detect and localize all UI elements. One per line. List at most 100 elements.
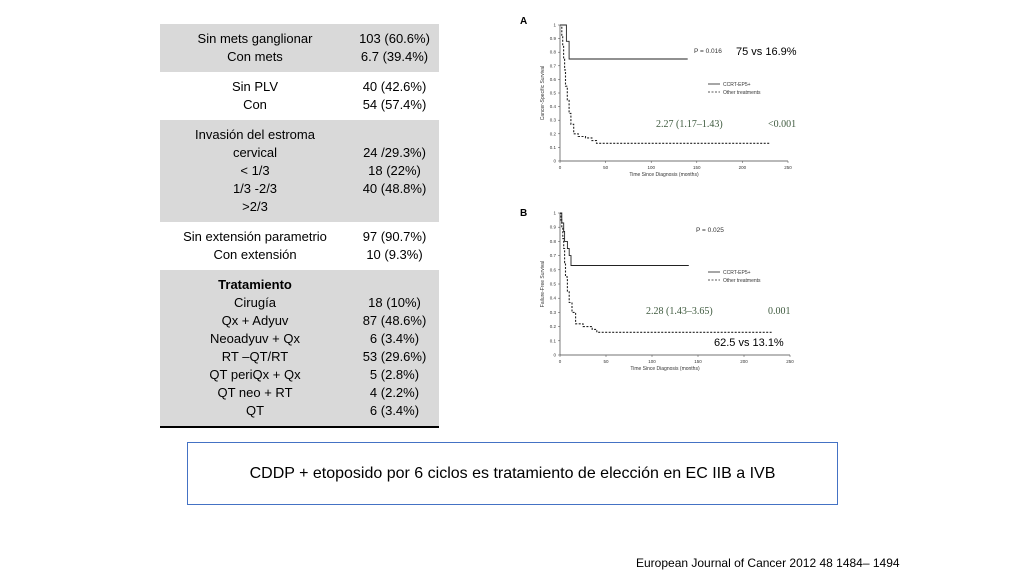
row-label: RT –QT/RT [221,349,289,364]
row-value: 87 (48.6%) [362,313,427,328]
row-value: 103 (60.6%) [359,31,430,46]
row-label: Cirugía [234,295,276,310]
p-value: P = 0.016 [694,48,722,55]
y-tick-label: 0.4 [550,104,557,109]
y-tick-label: 0.7 [550,253,557,258]
table-row: Sin extensión parametrio Con extensión 97 … [160,222,439,270]
row-value: 18 (10%) [368,295,421,310]
table-row: Tratamiento Cirugía Qx + Adyuv Neoadyuv + Q… [160,270,439,426]
chart-b-annotation: 62.5 vs 13.1% [712,337,786,349]
table-row: Sin PLV Con 40 (42.6%) 54 (57.4%) [160,72,439,120]
p-value: P = 0.025 [696,227,724,234]
table-row: Sin mets ganglionar Con mets 103 (60.6%) 6.… [160,24,439,72]
survival-chart-b-svg: B 0 50 100 150 200 250 0 0.1 0.2 0.3 0.4 0.5 0.6 0.7 0.… [520,208,794,372]
hazard-ratio-p: 0.001 [768,306,791,317]
y-tick-label: 1 [553,211,556,216]
y-tick-label: 0.8 [550,239,557,244]
y-tick-label: 0.2 [550,131,557,136]
row-value: 97 (90.7%) [362,229,427,244]
legend-label: CCRT-EP5+ [723,270,751,276]
conclusion-box: CDDP + etoposido por 6 ciclos es tratami… [187,442,838,505]
x-axis-title: Time Since Diagnosis (months) [629,172,699,178]
row-value: 5 (2.8%) [369,367,420,382]
y-tick-label: 0.2 [550,324,557,329]
x-tick-label: 50 [603,359,609,364]
table-row: Invasión del estroma cervical < 1/3 1/3 -2/… [160,120,439,222]
row-value: 53 (29.6%) [362,349,427,364]
row-value: 6 (3.4%) [369,403,420,418]
y-tick-label: 0.6 [550,77,557,82]
y-tick-label: 0.1 [550,338,557,343]
survival-chart-b: B 0 50 100 150 200 250 0 0.1 0.2 0.3 0.4 0.5 0.6 0.7 0.… [518,202,808,382]
x-tick-label: 150 [694,359,702,364]
series-line-ccrt [560,24,688,60]
row-label: >2/3 [242,199,268,214]
characteristics-table: Sin mets ganglionar Con mets 103 (60.6%) 6.… [160,24,439,428]
row-value-cell: 18 (10%) 87 (48.6%) 6 (3.4%) 53 (29.6%) 5 (2… [350,270,439,426]
row-value: 40 (48.8%) [362,181,427,196]
row-value: 40 (42.6%) [362,79,427,94]
panel-label: B [520,208,527,219]
survival-chart-a: A 0 50 100 150 200 250 0 0.1 0.2 0.3 0.4 0.5 0.6 0.7 0.… [518,12,808,202]
legend-label: Other treatments [723,278,761,284]
row-value-cell: 97 (90.7%) 10 (9.3%) [350,222,439,270]
row-label-cell: Sin mets ganglionar Con mets [160,24,350,72]
row-label-cell: Sin PLV Con [160,72,350,120]
row-value-cell: 24 /29.3%) 18 (22%) 40 (48.8%) [350,138,439,204]
spacer [354,276,435,294]
row-label: Invasión del estroma [195,127,315,142]
x-tick-label: 0 [559,165,562,170]
row-label-cell: Invasión del estroma cervical < 1/3 1/3 -2/… [160,120,350,222]
series-line-other [560,24,770,144]
x-tick-label: 0 [559,359,562,364]
y-tick-label: 1 [553,23,556,28]
series-line-ccrt [560,212,689,266]
row-value: 18 (22%) [368,163,421,178]
y-tick-label: 0.9 [550,225,557,230]
y-tick-label: 0 [553,159,556,164]
row-value: 24 /29.3%) [363,145,426,160]
row-value: 6 (3.4%) [369,331,420,346]
y-tick-label: 0.6 [550,267,557,272]
row-label: Sin mets ganglionar [197,31,313,46]
row-label: cervical [232,145,278,160]
row-label: Neoadyuv + Qx [210,331,300,346]
row-label: QT periQx + Qx [209,367,301,382]
y-tick-label: 0.9 [550,36,557,41]
row-label: Con mets [227,49,283,64]
hazard-ratio-p: <0.001 [768,119,796,130]
series-line-other [560,212,772,333]
row-label: Con extensión [213,247,297,262]
y-tick-label: 0.5 [550,282,557,287]
row-value: 10 (9.3%) [366,247,423,262]
survival-chart-a-svg: A 0 50 100 150 200 250 0 0.1 0.2 0.3 0.4 0.5 0.6 0.7 0.… [520,16,796,178]
y-tick-label: 0.3 [550,118,557,123]
panel-label: A [520,16,527,27]
x-tick-label: 100 [647,165,655,170]
row-value-cell: 103 (60.6%) 6.7 (39.4%) [350,24,439,72]
legend-label: Other treatments [723,90,761,96]
row-label: QT [245,403,265,418]
row-label: Con [243,97,267,112]
x-tick-label: 250 [786,359,794,364]
y-axis-title: Failure-Free Survival [540,261,546,307]
row-label: < 1/3 [240,163,270,178]
row-label-cell: Tratamiento Cirugía Qx + Adyuv Neoadyuv + Q… [160,270,350,426]
row-label: Sin PLV [231,79,278,94]
group-heading: Tratamiento [218,277,292,292]
row-value: 54 (57.4%) [362,97,427,112]
x-tick-label: 150 [693,165,701,170]
hazard-ratio: 2.27 (1.17–1.43) [656,119,723,130]
y-tick-label: 0.4 [550,296,557,301]
row-label: 1/3 -2/3 [232,181,278,196]
y-tick-label: 0 [553,353,556,358]
row-label: QT neo + RT [217,385,293,400]
y-tick-label: 0.3 [550,310,557,315]
x-tick-label: 200 [739,165,747,170]
row-value-cell: 40 (42.6%) 54 (57.4%) [350,72,439,120]
x-tick-label: 200 [740,359,748,364]
x-tick-label: 50 [603,165,609,170]
row-label-cell: Sin extensión parametrio Con extensión [160,222,350,270]
row-label: Qx + Adyuv [221,313,289,328]
hazard-ratio: 2.28 (1.43–3.65) [646,306,713,317]
